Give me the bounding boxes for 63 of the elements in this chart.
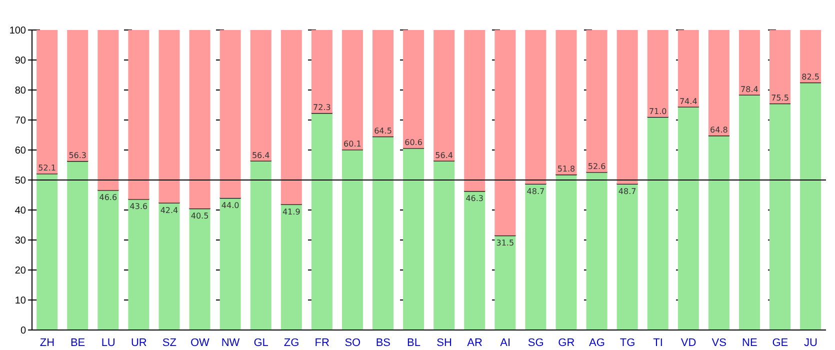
data-label: 60.1	[344, 140, 362, 149]
data-label: 74.4	[679, 96, 698, 106]
x-tick-label: TI	[653, 336, 663, 349]
x-tick-label: UR	[130, 336, 147, 349]
data-label: 46.6	[99, 193, 118, 202]
x-tick-label: TG	[620, 336, 636, 349]
x-tick-label: ZG	[284, 336, 300, 349]
x-tick-label: JU	[804, 336, 818, 349]
data-label: 40.5	[190, 212, 209, 220]
data-label: 52.6	[588, 162, 606, 172]
data-label: 60.6	[404, 138, 422, 148]
x-tick-label: BL	[406, 336, 420, 349]
data-label: 72.3	[313, 103, 331, 112]
y-tick-label: 0	[20, 326, 26, 337]
x-tick-label: LU	[101, 336, 116, 349]
data-label: 46.3	[466, 194, 484, 204]
y-tick-label: 70	[14, 116, 26, 127]
y-tick-label: 30	[14, 236, 26, 247]
x-tick-label: GR	[558, 336, 575, 349]
data-label: 71.0	[648, 107, 667, 116]
y-tick-label: 100	[9, 26, 26, 37]
data-label: 56.3	[68, 151, 87, 160]
data-label: 31.5	[496, 238, 514, 248]
x-tick-label: BE	[70, 336, 86, 349]
data-label: 64.8	[710, 126, 728, 135]
x-tick-label: GE	[772, 336, 788, 349]
x-tick-label: NW	[221, 336, 240, 349]
x-tick-label: GL	[254, 336, 268, 349]
x-tick-label: FR	[314, 336, 330, 349]
data-label: 48.7	[526, 186, 545, 196]
data-label: 56.4	[252, 150, 270, 160]
y-tick-label: 10	[14, 296, 26, 307]
data-label: 42.4	[160, 206, 178, 215]
data-label: 51.8	[557, 164, 576, 174]
x-tick-label: SG	[528, 336, 544, 349]
data-label: 64.5	[374, 126, 392, 136]
data-label: 43.6	[130, 202, 148, 212]
data-label: 78.4	[740, 84, 758, 94]
y-tick-label: 20	[14, 266, 26, 277]
x-tick-label: SH	[436, 336, 452, 349]
data-label: 56.4	[435, 150, 453, 160]
x-tick-label: AG	[589, 336, 605, 349]
data-label: 41.9	[282, 207, 300, 216]
y-tick-label: 80	[14, 86, 26, 97]
y-tick-label: 90	[14, 56, 26, 67]
y-tick-label: 60	[14, 146, 26, 157]
x-tick-label: AR	[467, 336, 483, 349]
x-tick-label: ZH	[40, 336, 55, 349]
x-tick-label: NE	[742, 336, 758, 349]
x-tick-label: BS	[376, 336, 391, 349]
y-tick-label: 40	[14, 206, 26, 217]
x-tick-label: SO	[344, 336, 362, 349]
x-tick-label: VS	[712, 336, 726, 349]
x-tick-label: VD	[680, 336, 696, 349]
x-tick-label: SZ	[162, 336, 177, 349]
data-label: 44.0	[221, 201, 240, 210]
x-tick-label: OW	[190, 336, 210, 349]
data-label: 48.7	[618, 186, 636, 196]
data-label: 82.5	[802, 72, 820, 82]
x-tick-label: AI	[500, 336, 511, 349]
data-label: 75.5	[771, 94, 789, 102]
y-tick-label: 50	[14, 176, 26, 187]
data-label: 52.1	[38, 164, 56, 173]
